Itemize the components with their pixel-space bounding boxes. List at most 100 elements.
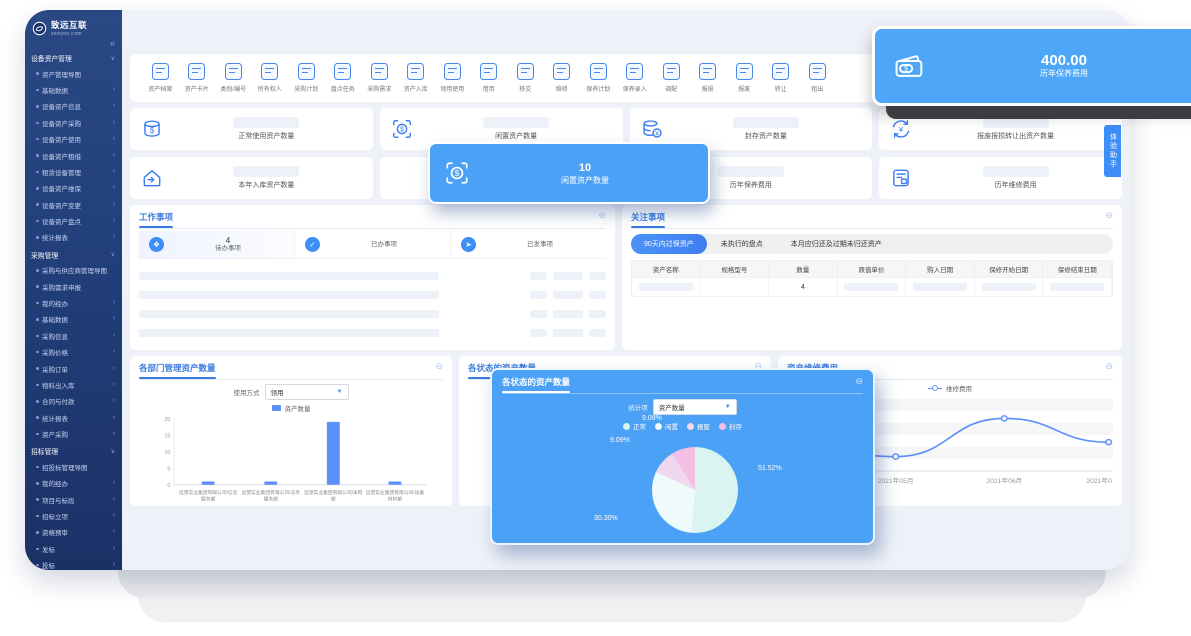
- toolbar-item[interactable]: 资产入库: [398, 63, 435, 93]
- sidebar-item[interactable]: 招投标管理导图: [25, 459, 122, 475]
- toolbar-item[interactable]: 保养录入: [617, 63, 654, 93]
- stat-card-inbound-this-year[interactable]: 本年入库资产数量: [130, 157, 373, 199]
- sidebar-item[interactable]: 基础数据 ›: [25, 311, 122, 327]
- pie-legend-item[interactable]: 闲置: [655, 421, 678, 431]
- toolbar-item-label: 领用使用: [440, 86, 465, 93]
- statistic-select[interactable]: 资产数量 ▼: [652, 399, 737, 415]
- list-item[interactable]: [139, 285, 606, 304]
- sidebar-item[interactable]: 设备资产使用 ›: [25, 131, 122, 147]
- assistant-tab[interactable]: 体验助手: [1104, 125, 1121, 177]
- toolbar-item[interactable]: 报损: [690, 63, 727, 93]
- toolbar-item[interactable]: 租出: [799, 63, 836, 93]
- sidebar-item[interactable]: 统计报表 ›: [25, 410, 122, 426]
- sidebar-item[interactable]: 采购信息 ›: [25, 328, 122, 344]
- toolbar-item[interactable]: 领用使用: [434, 63, 471, 93]
- tab-sent[interactable]: ➤ 已发事项: [450, 231, 606, 258]
- collapse-icon[interactable]: ⊖: [1105, 361, 1113, 371]
- pie-legend-item[interactable]: 正常: [623, 421, 646, 431]
- sidebar-item[interactable]: 招标立项 ›: [25, 508, 122, 524]
- sidebar-item[interactable]: 资产管理导图: [25, 66, 122, 82]
- sidebar-item[interactable]: 设备资产采购 ›: [25, 115, 122, 131]
- highlight-idle-assets-card[interactable]: $ 10 闲置资产数量: [428, 142, 710, 204]
- toolbar-item[interactable]: 所有权人: [252, 63, 289, 93]
- stat-label: 历年维修费用: [994, 182, 1037, 190]
- sidebar-item[interactable]: 合同与付款 ›: [25, 393, 122, 409]
- sidebar-item[interactable]: 采购与供应商管理导图: [25, 262, 122, 278]
- collapse-icon[interactable]: ⊖: [598, 210, 606, 220]
- chevron-right-icon: ›: [112, 217, 115, 225]
- tab-overdue-returns[interactable]: 本月应归还及过期未归还资产: [790, 241, 882, 248]
- toolbar-item[interactable]: 借用: [471, 63, 508, 93]
- sidebar-item[interactable]: 资产采购 ›: [25, 426, 122, 442]
- sidebar-item[interactable]: 设备资产维保 ›: [25, 180, 122, 196]
- chevron-down-icon: ▼: [336, 389, 343, 395]
- sidebar-collapse-icon[interactable]: «: [109, 38, 115, 48]
- collapse-icon[interactable]: ⊖: [1105, 210, 1113, 220]
- usage-mode-select[interactable]: 领用 ▼: [264, 384, 349, 400]
- toolbar-item[interactable]: 采购需求: [361, 63, 398, 93]
- sidebar-item[interactable]: 基础数据 ›: [25, 82, 122, 98]
- sidebar-item[interactable]: 设备资产管理 ∨: [25, 49, 122, 66]
- sidebar-item[interactable]: 设备资产租借 ›: [25, 147, 122, 163]
- stat-card-repair-fee[interactable]: 历年维修费用: [879, 157, 1122, 199]
- toolbar-item[interactable]: 调配: [653, 63, 690, 93]
- highlight-maintenance-fee-card[interactable]: $ 400.00 历年保养费用: [872, 26, 1191, 106]
- toolbar-item[interactable]: 维修: [544, 63, 581, 93]
- list-item[interactable]: [139, 266, 606, 285]
- toolbar-item[interactable]: 移交: [507, 63, 544, 93]
- sidebar-item[interactable]: 招标管理 ∨: [25, 442, 122, 459]
- sidebar-item[interactable]: 我的经办 ›: [25, 295, 122, 311]
- collapse-icon[interactable]: ⊖: [855, 376, 863, 386]
- highlight-status-pie-card[interactable]: 各状态的资产数量 ⊖ 统计项 资产数量 ▼ 正常: [490, 368, 875, 545]
- sidebar-item[interactable]: 物料出入库 ›: [25, 377, 122, 393]
- sidebar-item[interactable]: 设备资产盘点 ›: [25, 213, 122, 229]
- sidebar-item[interactable]: 采购管理 ∨: [25, 246, 122, 263]
- sidebar-item[interactable]: 采购价格 ›: [25, 344, 122, 360]
- toolbar-item[interactable]: 报废: [726, 63, 763, 93]
- toolbar-item[interactable]: 盘点任务: [325, 63, 362, 93]
- legend-dot: [655, 422, 662, 430]
- toolbar-item-icon: [188, 63, 206, 81]
- toolbar-item[interactable]: 转让: [763, 63, 800, 93]
- toolbar-item[interactable]: 资产档案: [142, 63, 179, 93]
- svg-text:5: 5: [167, 467, 170, 473]
- sidebar-item[interactable]: 租赁设备管理 ›: [25, 164, 122, 180]
- svg-text:服务部: 服务部: [264, 495, 279, 502]
- refresh-yen-icon: ¥: [889, 117, 913, 141]
- sidebar-item-label: 基础数据: [42, 88, 68, 96]
- sidebar-item[interactable]: 投标 ›: [25, 557, 122, 570]
- svg-text:材料部: 材料部: [388, 495, 403, 502]
- list-item[interactable]: [139, 323, 606, 342]
- collapse-icon[interactable]: ⊖: [435, 361, 443, 371]
- sidebar-item[interactable]: 采购订单 ›: [25, 360, 122, 376]
- scan-dollar-icon: $: [390, 117, 414, 141]
- pie-legend-item[interactable]: 报废: [687, 421, 710, 431]
- sidebar-item[interactable]: 发标 ›: [25, 541, 122, 557]
- toolbar-item[interactable]: 资产卡片: [179, 63, 216, 93]
- list-item[interactable]: [139, 304, 606, 323]
- tab-done[interactable]: ✓ 已办事项: [294, 231, 450, 258]
- toolbar-item-label: 报损: [701, 86, 714, 93]
- coin-stack-dollar-icon: $: [140, 117, 164, 141]
- sidebar-item-label: 设备资产使用: [42, 137, 81, 145]
- sidebar-item[interactable]: 项目与标段 ›: [25, 492, 122, 508]
- collapse-icon[interactable]: ⊖: [754, 361, 762, 371]
- sidebar-item[interactable]: 统计报表 ›: [25, 229, 122, 245]
- toolbar-item[interactable]: 采购计划: [288, 63, 325, 93]
- tab-unexecuted-inventory[interactable]: 未执行的盘点: [720, 241, 763, 248]
- sidebar-item[interactable]: 我的经办 ›: [25, 475, 122, 491]
- toolbar-item[interactable]: 保养计划: [580, 63, 617, 93]
- sidebar-item[interactable]: 设备资产信息 ›: [25, 98, 122, 114]
- sidebar-item[interactable]: 资格预审 ›: [25, 524, 122, 540]
- stat-card-normal-use[interactable]: $ 正常使用资产数量: [130, 108, 373, 150]
- tab-expiring-warranty[interactable]: 90天内过保资产: [631, 234, 707, 254]
- toolbar-item[interactable]: 类别/编号: [215, 63, 252, 93]
- table-row[interactable]: 4: [632, 277, 1112, 296]
- stat-card-disposed[interactable]: ¥ 报废报损转让出资产数量: [879, 108, 1122, 150]
- sidebar-item[interactable]: 采购需求申报: [25, 279, 122, 295]
- pie-legend-item[interactable]: 封存: [719, 421, 742, 431]
- tab-todo[interactable]: ❖ 4 待办事项: [139, 231, 294, 258]
- chevron-right-icon: ›: [112, 544, 115, 552]
- sidebar-item[interactable]: 设备资产变更 ›: [25, 197, 122, 213]
- attention-tabs: 90天内过保资产 未执行的盘点 本月应归还及过期未归还资产: [631, 234, 1113, 254]
